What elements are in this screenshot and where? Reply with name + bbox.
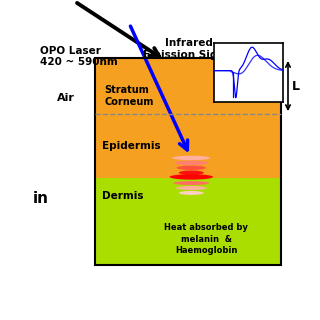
Text: Dermis: Dermis [102, 190, 143, 201]
Ellipse shape [174, 161, 208, 165]
Ellipse shape [179, 191, 204, 195]
Text: Epidermis: Epidermis [102, 141, 161, 151]
Text: Heat absorbed by
melanin  &
Haemoglobin: Heat absorbed by melanin & Haemoglobin [164, 223, 248, 255]
Bar [95, 178, 281, 265]
Ellipse shape [173, 181, 209, 185]
Bar [95, 58, 281, 265]
Text: OPO Laser
420 ~ 590nm: OPO Laser 420 ~ 590nm [40, 46, 118, 68]
Text: Infrared
Emission Signal: Infrared Emission Signal [142, 38, 235, 60]
Ellipse shape [177, 165, 206, 170]
Text: L: L [292, 80, 300, 92]
Ellipse shape [172, 156, 211, 160]
Text: Air: Air [57, 92, 75, 103]
Text: Stratum
Corneum: Stratum Corneum [104, 85, 154, 107]
Ellipse shape [179, 171, 204, 175]
Bar [95, 58, 281, 178]
Ellipse shape [170, 174, 213, 180]
Text: in: in [33, 191, 49, 206]
Ellipse shape [176, 186, 206, 190]
